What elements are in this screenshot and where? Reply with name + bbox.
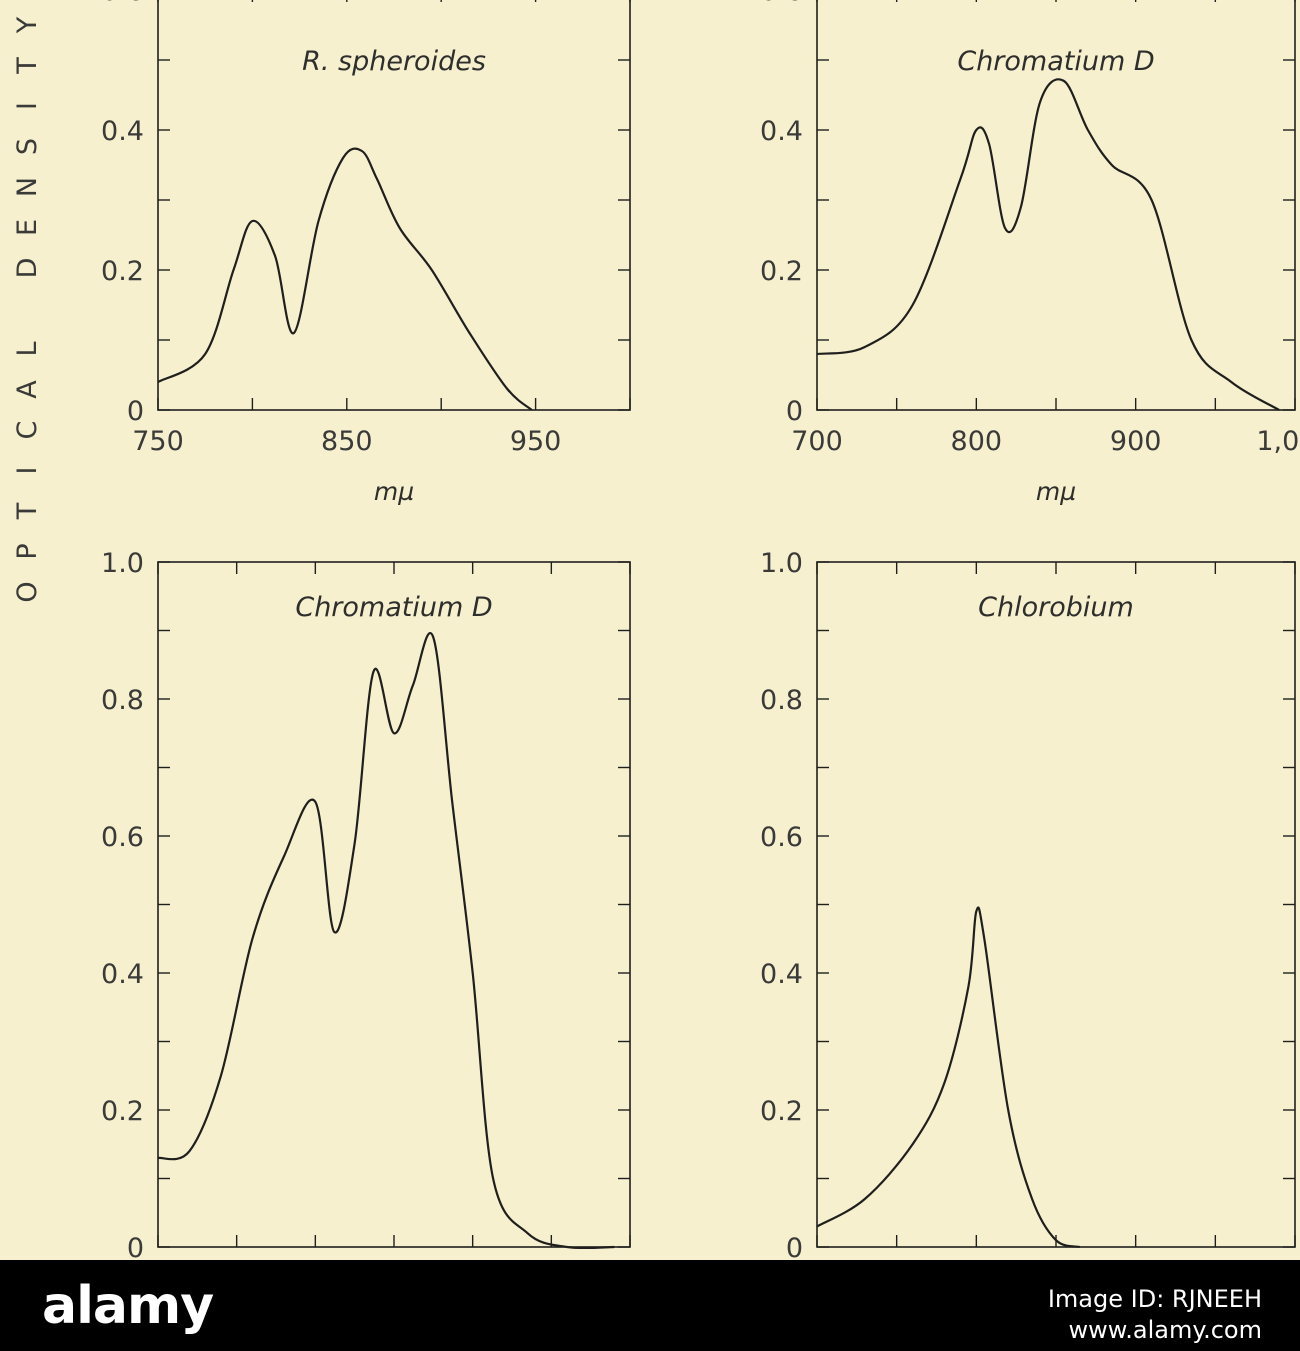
y-axis-label-letter: N bbox=[12, 177, 43, 197]
absorption-spectra-figure: 0 0.2 0.4 0.6 750 850 950 mµ R. spheroides 0 0.2 0.… bbox=[12, 0, 1300, 1260]
y-tick-label: 0.6 bbox=[760, 0, 803, 7]
y-tick-label: 0 bbox=[127, 396, 144, 427]
plot-frame bbox=[157, 561, 631, 1248]
series-line-1 bbox=[157, 632, 615, 1250]
y-axis-label-letter: E bbox=[12, 219, 43, 236]
y-axis-label-letter: L bbox=[12, 341, 43, 356]
plot-frame bbox=[816, 561, 1296, 1248]
y-tick-label: 0.2 bbox=[101, 1096, 144, 1127]
y-axis-label-letter: I bbox=[12, 467, 43, 475]
y-tick-label: 0.4 bbox=[760, 116, 803, 147]
x-tick-label: 1,000 bbox=[1256, 426, 1300, 457]
y-axis-label-letter: Y bbox=[12, 16, 43, 34]
y-axis-label-letter: A bbox=[12, 380, 43, 399]
watermark-site: www.alamy.com bbox=[1068, 1316, 1262, 1344]
panel-title: Chromatium D bbox=[957, 46, 1154, 77]
watermark-logo: alamy bbox=[42, 1276, 214, 1336]
y-axis-label-letter: P bbox=[12, 543, 43, 559]
y-axis-label: O P T I C A L D E N S I T Y bbox=[12, 16, 43, 602]
y-tick-label: 0.4 bbox=[760, 959, 803, 990]
y-tick-label: 0.6 bbox=[101, 822, 144, 853]
x-tick-label: 950 bbox=[510, 426, 562, 457]
y-tick-label: 0 bbox=[786, 1233, 803, 1260]
watermark-bar bbox=[0, 1260, 1300, 1351]
y-tick-label: 0.2 bbox=[101, 256, 144, 287]
y-tick-label: 0.4 bbox=[101, 959, 144, 990]
y-axis-label-letter: T bbox=[12, 57, 43, 75]
watermark-image-id: Image ID: RJNEEH bbox=[1047, 1285, 1262, 1313]
x-tick-label: 900 bbox=[1110, 426, 1162, 457]
x-axis-label: mµ bbox=[374, 477, 414, 506]
series-line-1 bbox=[816, 906, 1081, 1249]
panel-title: Chlorobium bbox=[978, 592, 1134, 623]
series-line-1 bbox=[157, 147, 533, 411]
y-tick-label: 0 bbox=[127, 1233, 144, 1260]
y-tick-label: 0.8 bbox=[760, 685, 803, 716]
y-tick-label: 0.8 bbox=[101, 685, 144, 716]
y-tick-label: 0.2 bbox=[760, 1096, 803, 1127]
x-tick-label: 750 bbox=[132, 426, 184, 457]
panel-title: R. spheroides bbox=[302, 46, 486, 77]
x-tick-label: 850 bbox=[321, 426, 373, 457]
y-axis-label-letter: D bbox=[12, 258, 43, 279]
y-axis-label-letter: T bbox=[12, 502, 43, 520]
watermark-credit: Image ID: RJNEEH www.alamy.com bbox=[1048, 1284, 1262, 1346]
chart-panel-1: 0 0.2 0.4 0.6 750 850 950 mµ R. spheroides bbox=[101, 0, 631, 506]
y-tick-label: 0 bbox=[786, 396, 803, 427]
y-tick-label: 0.6 bbox=[101, 0, 144, 7]
y-axis-label-letter: S bbox=[12, 138, 43, 155]
y-tick-label: 0.2 bbox=[760, 256, 803, 287]
x-axis-label: mµ bbox=[1036, 477, 1076, 506]
y-axis-label-letter: I bbox=[12, 102, 43, 110]
y-tick-label: 0.4 bbox=[101, 116, 144, 147]
x-tick-label: 700 bbox=[791, 426, 843, 457]
chart-panel-4: 0 0.2 0.4 0.6 0.8 1.0 Chlorobium bbox=[760, 548, 1296, 1260]
y-axis-label-letter: O bbox=[12, 581, 43, 602]
series-line-1 bbox=[816, 78, 1280, 411]
y-tick-label: 0.6 bbox=[760, 822, 803, 853]
x-tick-label: 800 bbox=[951, 426, 1003, 457]
panel-title: Chromatium D bbox=[295, 592, 492, 623]
figure-stage: 0 0.2 0.4 0.6 750 850 950 mµ R. spheroides 0 0.2 0.… bbox=[12, 0, 1300, 1260]
y-tick-label: 1.0 bbox=[101, 548, 144, 579]
chart-panel-3: 0 0.2 0.4 0.6 0.8 1.0 Chromatium D bbox=[101, 548, 631, 1260]
chart-panel-2: 0 0.2 0.4 0.6 700 800 900 1,000 mµ Chromatium D bbox=[760, 0, 1300, 506]
y-tick-label: 1.0 bbox=[760, 548, 803, 579]
y-axis-label-letter: C bbox=[12, 421, 43, 440]
